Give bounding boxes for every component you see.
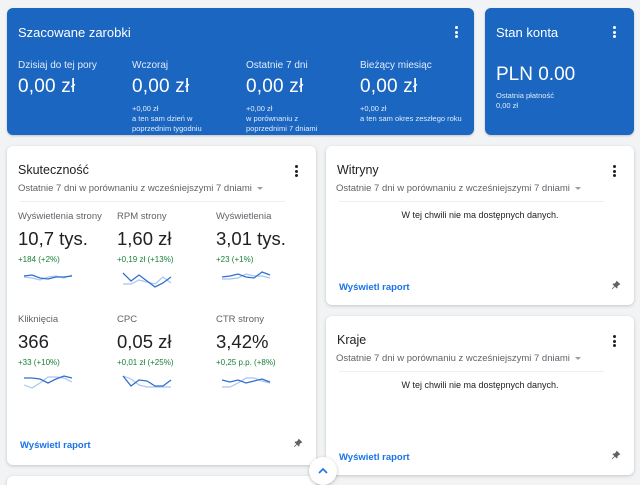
no-data-message: W tej chwili nie ma dostępnych danych. bbox=[401, 380, 559, 390]
metric-label: CPC bbox=[117, 314, 138, 325]
metric-label: Kliknięcia bbox=[18, 314, 59, 325]
sparkline bbox=[23, 274, 73, 281]
sparkline bbox=[221, 271, 271, 280]
metric-value: 3,01 tys. bbox=[216, 228, 286, 249]
divider bbox=[339, 201, 604, 202]
balance-card[interactable]: Stan konta PLN 0.00 Ostatnia płatność 0,… bbox=[485, 8, 634, 135]
sparkline bbox=[122, 375, 172, 388]
more-options-icon[interactable] bbox=[607, 25, 621, 39]
metric-value: 0,05 zł bbox=[117, 331, 172, 352]
more-options-icon[interactable] bbox=[607, 164, 621, 178]
balance-value: PLN 0.00 bbox=[496, 64, 576, 85]
metric-delta: +184 (+2%) bbox=[18, 255, 60, 264]
metric-label: CTR strony bbox=[216, 314, 265, 325]
balance-title: Stan konta bbox=[496, 25, 559, 40]
sparkline bbox=[221, 377, 271, 388]
earnings-comparison: a ten sam dzień w poprzednim tygodniu bbox=[132, 114, 202, 133]
metric-delta: +0,25 p.p. (+8%) bbox=[216, 358, 276, 367]
metric-value: 366 bbox=[18, 331, 49, 352]
metric-delta: +23 (+1%) bbox=[216, 255, 254, 264]
metric-page-ctr[interactable]: CTR strony 3,42% +0,25 p.p. (+8%) bbox=[216, 314, 316, 393]
metric-label: Wyświetlenia strony bbox=[18, 211, 102, 222]
period-dropdown[interactable]: Ostatnie 7 dni w porównaniu z wcześniejs… bbox=[336, 183, 581, 194]
divider bbox=[20, 201, 285, 202]
chevron-down-icon bbox=[574, 186, 581, 190]
chevron-up-icon bbox=[318, 467, 328, 474]
metric-label: RPM strony bbox=[117, 211, 167, 222]
earnings-delta-value: +0,00 zł bbox=[132, 104, 159, 113]
metric-clicks[interactable]: Kliknięcia 366 +33 (+10%) bbox=[18, 314, 118, 393]
countries-title: Kraje bbox=[337, 333, 367, 347]
performance-card: Skuteczność Ostatnie 7 dni w porównaniu … bbox=[7, 146, 316, 465]
metric-label: Wyświetlenia bbox=[216, 211, 272, 222]
earnings-this-month: Bieżący miesiąc 0,00 zł +0,00 zł a ten s… bbox=[360, 60, 472, 124]
no-data-message: W tej chwili nie ma dostępnych danych. bbox=[401, 210, 559, 220]
earnings-value: 0,00 zł bbox=[132, 76, 190, 97]
sparkline bbox=[122, 272, 172, 288]
metric-cpc[interactable]: CPC 0,05 zł +0,01 zł (+25%) bbox=[117, 314, 217, 393]
period-label: Ostatnie 7 dni w porównaniu z wcześniejs… bbox=[336, 183, 570, 194]
earnings-label: Dzisiaj do tej pory bbox=[18, 60, 97, 71]
more-options-icon[interactable] bbox=[449, 25, 463, 39]
pin-icon[interactable] bbox=[609, 450, 621, 462]
period-dropdown[interactable]: Ostatnie 7 dni w porównaniu z wcześniejs… bbox=[18, 183, 263, 194]
earnings-delta: +0,00 zł a ten sam okres zeszłego roku bbox=[360, 104, 472, 124]
metric-delta: +33 (+10%) bbox=[18, 358, 60, 367]
sites-title: Witryny bbox=[337, 163, 379, 177]
earnings-delta: +0,00 zł w porównaniu z poprzednimi 7 dn… bbox=[246, 104, 358, 134]
earnings-today: Dzisiaj do tej pory 0,00 zł bbox=[18, 60, 130, 98]
metric-value: 10,7 tys. bbox=[18, 228, 88, 249]
earnings-comparison: a ten sam okres zeszłego roku bbox=[360, 114, 462, 123]
estimated-earnings-title: Szacowane zarobki bbox=[18, 25, 131, 40]
earnings-delta-value: +0,00 zł bbox=[360, 104, 387, 113]
view-report-link[interactable]: Wyświetl raport bbox=[20, 440, 91, 451]
sites-card: Witryny Ostatnie 7 dni w porównaniu z wc… bbox=[326, 146, 634, 305]
period-label: Ostatnie 7 dni w porównaniu z wcześniejs… bbox=[18, 183, 252, 194]
last-payment-value: 0,00 zł bbox=[496, 101, 519, 110]
earnings-label: Bieżący miesiąc bbox=[360, 60, 432, 71]
metric-value: 1,60 zł bbox=[117, 228, 172, 249]
more-options-icon[interactable] bbox=[607, 334, 621, 348]
metric-page-rpm[interactable]: RPM strony 1,60 zł +0,19 zł (+13%) bbox=[117, 211, 217, 290]
estimated-earnings-card[interactable]: Szacowane zarobki Dzisiaj do tej pory 0,… bbox=[7, 8, 474, 135]
more-options-icon[interactable] bbox=[289, 164, 303, 178]
metric-page-views[interactable]: Wyświetlenia strony 10,7 tys. +184 (+2%) bbox=[18, 211, 118, 286]
period-dropdown[interactable]: Ostatnie 7 dni w porównaniu z wcześniejs… bbox=[336, 353, 581, 364]
earnings-value: 0,00 zł bbox=[18, 76, 76, 97]
metric-value: 3,42% bbox=[216, 331, 269, 352]
last-payment-label: Ostatnia płatność bbox=[496, 91, 554, 100]
period-label: Ostatnie 7 dni w porównaniu z wcześniejs… bbox=[336, 353, 570, 364]
view-report-link[interactable]: Wyświetl raport bbox=[339, 282, 410, 293]
countries-card: Kraje Ostatnie 7 dni w porównaniu z wcze… bbox=[326, 316, 634, 475]
earnings-delta: +0,00 zł a ten sam dzień w poprzednim ty… bbox=[132, 104, 244, 134]
metric-impressions[interactable]: Wyświetlenia 3,01 tys. +23 (+1%) bbox=[216, 211, 316, 286]
earnings-value: 0,00 zł bbox=[360, 76, 418, 97]
earnings-delta-value: +0,00 zł bbox=[246, 104, 273, 113]
chevron-down-icon bbox=[256, 186, 263, 190]
earnings-yesterday: Wczoraj 0,00 zł +0,00 zł a ten sam dzień… bbox=[132, 60, 244, 134]
earnings-last-7-days: Ostatnie 7 dni 0,00 zł +0,00 zł w porówn… bbox=[246, 60, 358, 134]
sparkline bbox=[23, 375, 73, 389]
view-report-link[interactable]: Wyświetl raport bbox=[339, 452, 410, 463]
next-card-partial bbox=[7, 476, 316, 485]
pin-icon[interactable] bbox=[291, 438, 303, 450]
earnings-value: 0,00 zł bbox=[246, 76, 304, 97]
chevron-down-icon bbox=[574, 356, 581, 360]
earnings-label: Ostatnie 7 dni bbox=[246, 60, 308, 71]
metric-delta: +0,01 zł (+25%) bbox=[117, 358, 174, 367]
performance-title: Skuteczność bbox=[18, 163, 89, 177]
pin-icon[interactable] bbox=[609, 280, 621, 292]
earnings-label: Wczoraj bbox=[132, 60, 169, 71]
metric-delta: +0,19 zł (+13%) bbox=[117, 255, 174, 264]
earnings-comparison: w porównaniu z poprzednimi 7 dniami bbox=[246, 114, 318, 133]
scroll-up-button[interactable] bbox=[309, 457, 337, 485]
divider bbox=[339, 371, 604, 372]
